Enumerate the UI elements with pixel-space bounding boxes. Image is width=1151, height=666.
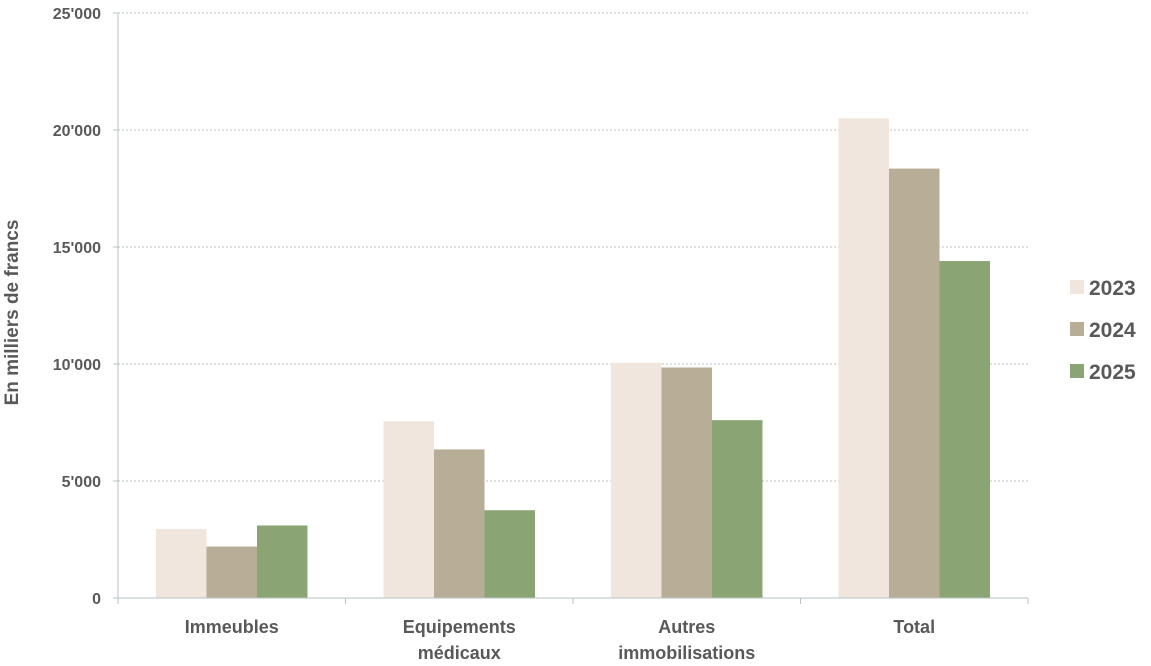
bar-2025 — [484, 510, 535, 598]
category-label: Autres — [658, 617, 715, 637]
axes — [113, 12, 1029, 604]
bar-2023 — [383, 421, 434, 598]
bar-2024 — [434, 449, 485, 598]
y-axis-title: En milliers de francs — [2, 220, 23, 406]
legend-swatch-2025 — [1070, 364, 1084, 378]
bar-2024 — [206, 546, 257, 598]
y-tick-label: 5'000 — [62, 474, 102, 491]
bar-2023 — [838, 118, 889, 599]
y-tick-label: 0 — [92, 591, 101, 608]
bar-2025 — [939, 261, 990, 598]
bar-2024 — [661, 367, 712, 598]
bar-2025 — [257, 525, 308, 598]
category-label: immobilisations — [618, 643, 755, 663]
y-tick-label: 10'000 — [53, 357, 101, 374]
bar-2023 — [156, 528, 207, 598]
bar-2024 — [889, 168, 940, 599]
bar-2025 — [712, 420, 763, 598]
legend: 2023 2024 2025 — [1070, 277, 1136, 384]
legend-label-2024: 2024 — [1089, 319, 1136, 342]
category-label: médicaux — [418, 643, 501, 663]
y-tick-label: 15'000 — [53, 240, 101, 257]
category-label: Total — [893, 617, 935, 637]
category-label: Immeubles — [185, 617, 279, 637]
y-tick-label: 25'000 — [53, 6, 101, 23]
legend-swatch-2024 — [1070, 322, 1084, 336]
category-labels: Immeubles Equipements médicaux Autres immobi… — [185, 617, 935, 663]
legend-label-2023: 2023 — [1089, 277, 1136, 300]
bar-2023 — [611, 362, 662, 598]
bars — [156, 118, 990, 599]
legend-swatch-2023 — [1070, 280, 1084, 294]
legend-label-2025: 2025 — [1089, 361, 1136, 384]
category-label: Equipements — [403, 617, 516, 637]
y-tick-labels: 0 5'000 10'000 15'000 20'000 25'000 — [53, 6, 101, 608]
y-tick-label: 20'000 — [53, 123, 101, 140]
